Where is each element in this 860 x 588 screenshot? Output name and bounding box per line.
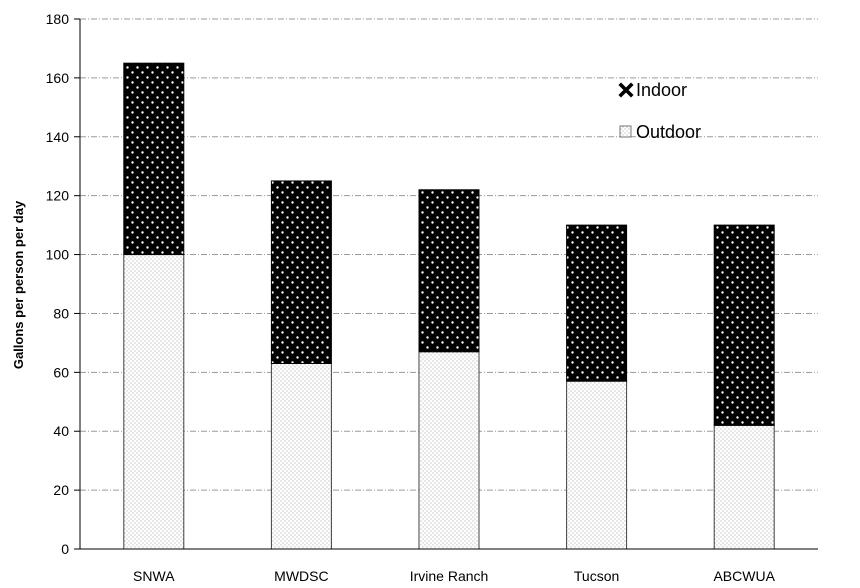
bar-indoor-snwa — [123, 62, 185, 256]
x-tick-label: MWDSC — [274, 568, 328, 584]
y-tick-label: 20 — [53, 482, 69, 498]
x-tick-label: Tucson — [574, 568, 619, 584]
bars — [123, 62, 775, 550]
legend-indoor-marker — [618, 82, 634, 98]
y-tick-label: 60 — [53, 364, 69, 380]
bar-outdoor-snwa — [123, 254, 185, 550]
y-tick-label: 160 — [46, 70, 70, 86]
legend-outdoor-label: Outdoor — [636, 122, 701, 142]
x-tick-label: Irvine Ranch — [410, 568, 489, 584]
y-tick-label: 120 — [46, 188, 70, 204]
y-tick-label: 140 — [46, 129, 70, 145]
y-axis-label: Gallons per person per day — [11, 200, 26, 369]
x-tick-label: SNWA — [133, 568, 175, 584]
bar-indoor-abcwua — [713, 224, 775, 426]
bar-outdoor-irvine-ranch — [418, 351, 480, 550]
axes — [74, 18, 818, 550]
legend-indoor-label: Indoor — [636, 80, 687, 100]
bar-outdoor-abcwua — [713, 424, 775, 550]
x-tick-label: ABCWUA — [713, 568, 775, 584]
bar-indoor-irvine-ranch — [418, 189, 480, 353]
y-tick-label: 180 — [46, 11, 70, 27]
y-tick-labels: 0 20 40 60 80 100 120 140 160 180 — [46, 11, 70, 557]
legend-outdoor-swatch — [619, 125, 632, 138]
legend: Indoor Outdoor — [618, 80, 701, 142]
y-tick-label: 100 — [46, 247, 70, 263]
legend-item-outdoor: Outdoor — [619, 122, 701, 142]
bar-outdoor-tucson — [566, 380, 628, 550]
x-tick-labels: SNWA MWDSC Irvine Ranch Tucson ABCWUA — [133, 568, 776, 584]
legend-item-indoor: Indoor — [618, 80, 687, 100]
y-tick-label: 0 — [61, 541, 69, 557]
bar-indoor-mwdsc — [270, 180, 332, 364]
bar-indoor-tucson — [566, 224, 628, 382]
y-tick-label: 40 — [53, 423, 69, 439]
bar-outdoor-mwdsc — [270, 363, 332, 550]
y-tick-label: 80 — [53, 305, 69, 321]
